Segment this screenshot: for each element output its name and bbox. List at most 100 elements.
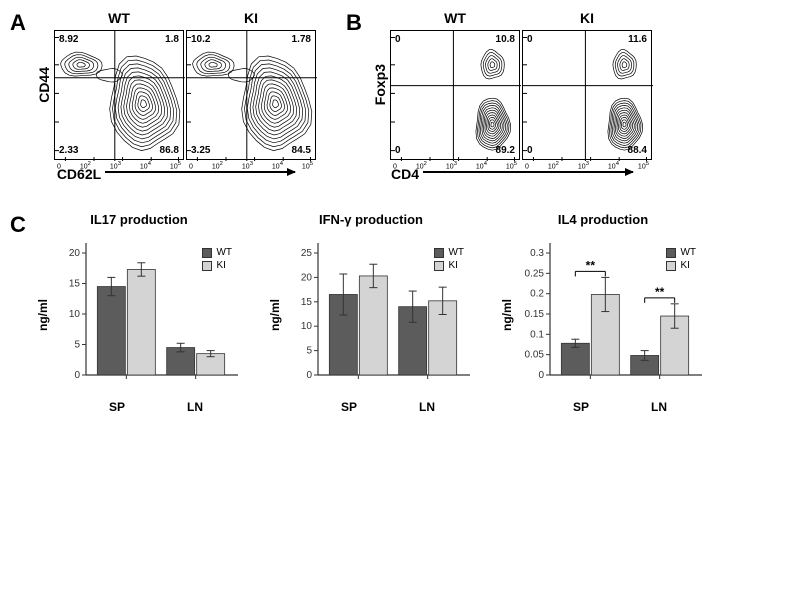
svg-text:0: 0 xyxy=(538,370,544,381)
tick-label: 104 xyxy=(272,161,283,170)
tick-label: 105 xyxy=(302,161,313,170)
quad-tl: 0 xyxy=(395,34,401,45)
quad-bl: 0 xyxy=(395,145,401,156)
quad-tl: 10.2 xyxy=(191,34,210,45)
tick-label: 104 xyxy=(608,161,619,170)
legend-swatch-wt xyxy=(434,248,444,258)
tick-label: 0 xyxy=(57,161,61,170)
panel-label-b: B xyxy=(346,10,372,36)
svg-text:10: 10 xyxy=(301,321,313,332)
chart-plot: 0 5 10 15 20 WT KI xyxy=(52,233,242,398)
chart-ylabel: ng/ml xyxy=(500,233,514,398)
chart-title: IFN-γ production xyxy=(319,212,423,227)
legend-swatch-ki xyxy=(666,261,676,271)
legend-swatch-wt xyxy=(666,248,676,258)
x-axis-arrow xyxy=(423,171,633,173)
svg-text:5: 5 xyxy=(74,340,80,351)
tick-label: 105 xyxy=(638,161,649,170)
svg-text:0.3: 0.3 xyxy=(530,248,544,259)
svg-text:10: 10 xyxy=(69,309,81,320)
legend-ki: KI xyxy=(216,260,225,271)
chart-il4: IL4 production ng/ml 0 0.05 0.1 0.15 0.2 0.25… xyxy=(500,212,706,414)
tick-label: 102 xyxy=(212,161,223,170)
tick-label: 103 xyxy=(578,161,589,170)
svg-text:0: 0 xyxy=(306,370,312,381)
svg-text:0.2: 0.2 xyxy=(530,289,544,300)
panel-b: B Foxp3 WT 0 10.8 0 89.2 0102103104105 xyxy=(346,10,652,182)
facs-plot-b-wt: 0 10.8 0 89.2 0102103104105 xyxy=(390,30,520,160)
quad-tr: 1.8 xyxy=(165,34,179,45)
quad-tr: 10.8 xyxy=(496,34,515,45)
legend: WT KI xyxy=(434,247,464,273)
tick-label: 104 xyxy=(140,161,151,170)
facs-title-ki: KI xyxy=(244,10,258,26)
quad-br: 88.4 xyxy=(628,145,647,156)
panel-label-a: A xyxy=(10,10,36,36)
facs-plot-a-wt: 8.92 1.8 2.33 86.8 0102103104105 xyxy=(54,30,184,160)
x-category: LN xyxy=(419,400,435,414)
panel-c: C IL17 production ng/ml 0 5 10 15 20 WT KI S… xyxy=(10,212,790,414)
svg-text:15: 15 xyxy=(69,279,81,290)
tick-label: 103 xyxy=(110,161,121,170)
quad-tl: 8.92 xyxy=(59,34,78,45)
legend-wt: WT xyxy=(216,247,232,258)
svg-text:0: 0 xyxy=(74,370,80,381)
tick-label: 105 xyxy=(506,161,517,170)
svg-text:0.25: 0.25 xyxy=(525,268,545,279)
chart-title: IL17 production xyxy=(90,212,188,227)
quad-bl: 2.33 xyxy=(59,145,78,156)
legend: WT KI xyxy=(202,247,232,273)
svg-text:**: ** xyxy=(655,285,665,299)
chart-title: IL4 production xyxy=(558,212,648,227)
quad-tl: 0 xyxy=(527,34,533,45)
x-category: SP xyxy=(109,400,125,414)
tick-label: 105 xyxy=(170,161,181,170)
chart-ifng: IFN-γ production ng/ml 0510152025 WT KI … xyxy=(268,212,474,414)
chart-plot: 0 0.05 0.1 0.15 0.2 0.25 0.3 ** ** WT KI xyxy=(516,233,706,398)
quad-tr: 1.78 xyxy=(292,34,311,45)
chart-ylabel: ng/ml xyxy=(36,233,50,398)
tick-label: 103 xyxy=(446,161,457,170)
svg-text:0.05: 0.05 xyxy=(525,350,545,361)
svg-text:**: ** xyxy=(586,258,596,272)
legend-wt: WT xyxy=(448,247,464,258)
charts-row: IL17 production ng/ml 0 5 10 15 20 WT KI SP L… xyxy=(36,212,706,414)
x-category: SP xyxy=(573,400,589,414)
tick-label: 0 xyxy=(525,161,529,170)
quad-br: 86.8 xyxy=(160,145,179,156)
svg-text:0.1: 0.1 xyxy=(530,329,544,340)
tick-label: 0 xyxy=(393,161,397,170)
tick-label: 0 xyxy=(189,161,193,170)
panel-label-c: C xyxy=(10,212,36,238)
legend: WT KI xyxy=(666,247,696,273)
tick-label: 102 xyxy=(548,161,559,170)
figure: A CD44 WT 8.92 1.8 2.33 86.8 01021031041… xyxy=(10,10,790,414)
svg-text:0.15: 0.15 xyxy=(525,309,545,320)
tick-label: 102 xyxy=(80,161,91,170)
x-category: LN xyxy=(651,400,667,414)
tick-label: 102 xyxy=(416,161,427,170)
chart-il17: IL17 production ng/ml 0 5 10 15 20 WT KI SP L… xyxy=(36,212,242,414)
x-category: SP xyxy=(341,400,357,414)
tick-label: 103 xyxy=(242,161,253,170)
legend-swatch-ki xyxy=(202,261,212,271)
x-category: LN xyxy=(187,400,203,414)
chart-plot: 0510152025 WT KI xyxy=(284,233,474,398)
quad-br: 84.5 xyxy=(292,145,311,156)
quad-bl: 0 xyxy=(527,145,533,156)
chart-ylabel: ng/ml xyxy=(268,233,282,398)
x-axis-arrow xyxy=(105,171,295,173)
facs-title-wt: WT xyxy=(108,10,130,26)
svg-text:15: 15 xyxy=(301,297,313,308)
panel-a: A CD44 WT 8.92 1.8 2.33 86.8 01021031041… xyxy=(10,10,316,182)
svg-text:20: 20 xyxy=(69,248,81,259)
facs-title-ki: KI xyxy=(580,10,594,26)
svg-text:20: 20 xyxy=(301,272,313,283)
legend-swatch-wt xyxy=(202,248,212,258)
facs-plot-b-ki: 0 11.6 0 88.4 0102103104105 xyxy=(522,30,652,160)
quad-tr: 11.6 xyxy=(628,34,647,45)
y-axis-label-foxp3: Foxp3 xyxy=(372,64,388,105)
tick-label: 104 xyxy=(476,161,487,170)
svg-text:5: 5 xyxy=(306,346,312,357)
y-axis-label-cd44: CD44 xyxy=(36,67,52,103)
